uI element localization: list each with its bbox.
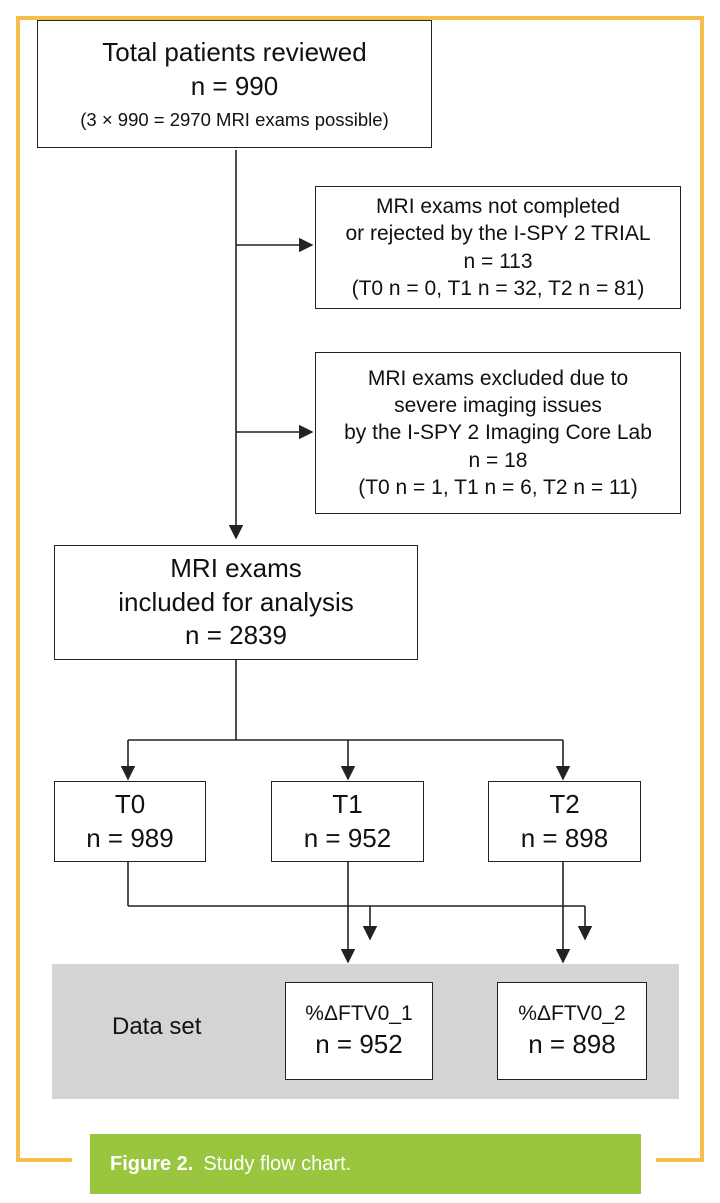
ftv02-label: %ΔFTV0_2: [518, 1002, 626, 1026]
included-line2: included for analysis: [118, 586, 354, 617]
rejected-exams-box: MRI exams not completed or rejected by t…: [315, 186, 681, 309]
t1-label: T1: [332, 788, 363, 819]
included-line1: MRI exams: [170, 552, 302, 583]
t2-n: n = 898: [520, 822, 609, 853]
excluded-line3: by the I-SPY 2 Imaging Core Lab: [344, 421, 652, 445]
caption-figure-number: Figure 2.: [110, 1152, 194, 1175]
excluded-exams-box: MRI exams excluded due to severe imaging…: [315, 352, 681, 514]
caption-text: Study flow chart.: [203, 1152, 352, 1175]
rejected-breakdown: (T0 n = 0, T1 n = 32, T2 n = 81): [351, 276, 645, 300]
total-note: (3 × 990 = 2970 MRI exams possible): [80, 108, 389, 130]
excluded-line2: severe imaging issues: [394, 394, 602, 418]
page-frame: [16, 16, 704, 1162]
total-title: Total patients reviewed: [102, 37, 367, 68]
excluded-breakdown: (T0 n = 1, T1 n = 6, T2 n = 11): [358, 475, 638, 499]
t2-box: T2 n = 898: [488, 781, 641, 862]
connector-lines: [120, 150, 593, 964]
total-n: n = 990: [190, 70, 279, 101]
included-n: n = 2839: [185, 620, 287, 651]
dataset-label: Data set: [112, 1013, 202, 1040]
ftv01-label: %ΔFTV0_1: [305, 1002, 413, 1026]
rejected-n: n = 113: [463, 249, 533, 273]
excluded-n: n = 18: [468, 448, 528, 472]
dataset-ftv02-box: %ΔFTV0_2 n = 898: [497, 982, 647, 1080]
total-patients-box: Total patients reviewed n = 990 (3 × 990…: [37, 20, 432, 148]
included-exams-box: MRI exams included for analysis n = 2839: [54, 545, 418, 660]
t0-label: T0: [114, 788, 146, 819]
t2-label: T2: [549, 788, 580, 819]
ftv01-n: n = 952: [315, 1028, 403, 1059]
t1-box: T1 n = 952: [271, 781, 424, 862]
excluded-line1: MRI exams excluded due to: [367, 366, 629, 390]
ftv02-n: n = 898: [528, 1028, 616, 1059]
rejected-line2: or rejected by the I-SPY 2 TRIAL: [345, 222, 651, 246]
t1-n: n = 952: [303, 822, 392, 853]
figure-caption: Figure 2. Study flow chart.: [90, 1134, 641, 1194]
dataset-ftv01-box: %ΔFTV0_1 n = 952: [285, 982, 433, 1080]
t0-box: T0 n = 989: [54, 781, 206, 862]
rejected-line1: MRI exams not completed: [376, 194, 620, 218]
t0-n: n = 989: [86, 822, 174, 853]
